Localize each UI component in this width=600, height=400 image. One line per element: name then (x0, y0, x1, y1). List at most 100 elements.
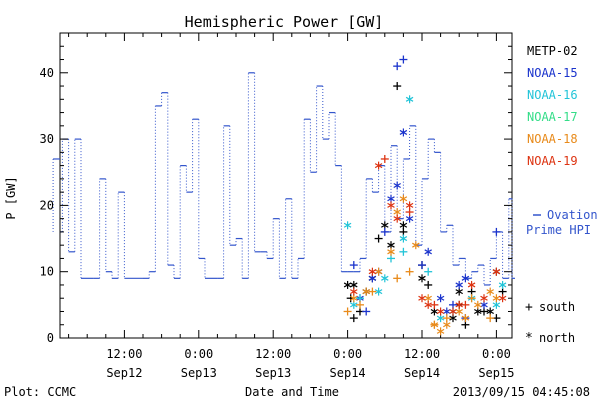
south-marker-label: south (539, 300, 575, 314)
noaa-15-south-point (380, 227, 389, 236)
noaa-15-north-point (399, 128, 408, 137)
noaa-18-south-point (467, 294, 476, 303)
marker-legend-south: + south (525, 300, 575, 315)
x-tick-label: 12:00 (106, 347, 142, 361)
noaa-15-south-point (349, 261, 358, 270)
x-tick-label: 0:00 (184, 347, 213, 361)
noaa-16-south-point (399, 247, 408, 256)
metp-02-south-point (424, 280, 433, 289)
noaa-15-south-point (399, 55, 408, 64)
y-tick-label: 30 (40, 132, 54, 146)
north-marker-symbol: * (525, 331, 533, 346)
legend-item-metp-02: METP-02 (527, 44, 578, 58)
noaa-18-north-point (474, 300, 482, 309)
plot-timestamp: 2013/09/15 04:45:08 (453, 385, 590, 399)
y-tick-label: 0 (47, 331, 54, 345)
noaa-16-south-point (424, 267, 433, 276)
south-marker-symbol: + (525, 300, 533, 315)
noaa-16-north-point (399, 234, 408, 243)
plot-area-frame (59, 32, 513, 339)
noaa-18-south-point (486, 314, 495, 323)
metp-02-south-point (349, 314, 358, 323)
x-tick-label: 0:00 (482, 347, 511, 361)
x-tick-sublabel: Sep13 (181, 366, 217, 380)
y-axis-label: P [GW] (4, 176, 18, 219)
noaa-15-north-point (393, 181, 401, 190)
noaa-19-north-point (405, 201, 414, 210)
noaa-18-north-point (486, 287, 494, 296)
noaa-18-south-point (343, 307, 352, 316)
y-tick-label: 20 (40, 198, 54, 212)
noaa-18-south-point (368, 287, 377, 296)
noaa-18-north-point (492, 294, 501, 303)
x-tick-label: 0:00 (333, 347, 362, 361)
metp-02-north-point (343, 280, 352, 289)
noaa-18-north-point (412, 241, 420, 250)
legend-item-noaa-17: NOAA-17 (527, 110, 578, 124)
noaa-19-north-point (424, 300, 432, 309)
x-tick-sublabel: Sep15 (478, 366, 514, 380)
noaa-18-north-point (399, 194, 408, 203)
noaa-18-north-point (436, 327, 445, 336)
noaa-16-north-point (381, 274, 389, 283)
metp-02-south-point (393, 82, 402, 91)
noaa-15-north-point (424, 247, 432, 256)
y-tick-label: 10 (40, 265, 54, 279)
legend-item-noaa-16: NOAA-16 (527, 88, 578, 102)
metp-02-north-point (418, 274, 426, 283)
noaa-16-north-point (374, 287, 383, 296)
metp-02-south-point (374, 234, 383, 243)
noaa-15-north-point (455, 280, 463, 289)
legend-item-noaa-18: NOAA-18 (527, 132, 578, 146)
noaa-19-north-point (436, 307, 445, 316)
x-tick-label: 12:00 (404, 347, 440, 361)
ovation-legend-label-1: Ovation (547, 208, 598, 222)
noaa-19-north-point (368, 267, 377, 276)
noaa-19-north-point (492, 267, 501, 276)
x-tick-sublabel: Sep13 (255, 366, 291, 380)
noaa-18-north-point (362, 287, 370, 296)
plot-source: Plot: CCMC (4, 385, 76, 399)
noaa-19-south-point (380, 154, 389, 163)
metp-02-north-point (399, 221, 408, 230)
noaa-19-north-point (350, 287, 358, 296)
legend-item-noaa-15: NOAA-15 (527, 66, 578, 80)
legend: METP-02 NOAA-15 NOAA-16 NOAA-17 NOAA-18 NOAA-… (527, 44, 578, 168)
noaa-19-north-point (455, 300, 463, 309)
noaa-19-south-point (461, 300, 470, 309)
noaa-19-north-point (393, 214, 401, 223)
marker-legend-north: * north (525, 331, 575, 346)
noaa-18-north-point (461, 314, 470, 323)
noaa-19-north-point (374, 161, 383, 170)
axes: 0 10 20 30 40 12:00 Sep12 0:00 Sep13 12:00 Sep13 0:… (40, 33, 514, 380)
noaa-19-north-point (480, 294, 488, 303)
legend-item-noaa-19: NOAA-19 (527, 154, 578, 168)
chart-title: Hemispheric Power [GW] (185, 13, 384, 31)
noaa-19-north-point (387, 201, 395, 210)
x-tick-sublabel: Sep12 (106, 366, 142, 380)
north-marker-label: north (539, 331, 575, 345)
y-tick-label: 40 (40, 66, 54, 80)
noaa-19-north-point (418, 294, 426, 303)
noaa-18-north-point (443, 320, 451, 329)
noaa-16-north-point (498, 280, 507, 289)
noaa-19-south-point (430, 300, 439, 309)
noaa-15-south-point (418, 261, 426, 270)
satellite-points (343, 55, 507, 336)
noaa-18-south-point (356, 300, 364, 309)
noaa-15-south-point (393, 62, 402, 71)
x-axis-label: Date and Time (245, 385, 339, 399)
noaa-18-south-point (405, 267, 414, 276)
ovation-legend-label-2: Prime HPI (526, 223, 591, 237)
ovation-prime-series (52, 72, 515, 286)
noaa-16-north-point (405, 95, 414, 104)
noaa-15-north-point (436, 294, 445, 303)
noaa-18-south-point (393, 274, 402, 283)
noaa-18-north-point (374, 267, 383, 276)
x-tick-sublabel: Sep14 (404, 366, 440, 380)
x-tick-label: 12:00 (255, 347, 291, 361)
noaa-15-south-point (362, 307, 371, 316)
x-tick-sublabel: Sep14 (330, 366, 366, 380)
noaa-15-south-point (492, 227, 501, 236)
